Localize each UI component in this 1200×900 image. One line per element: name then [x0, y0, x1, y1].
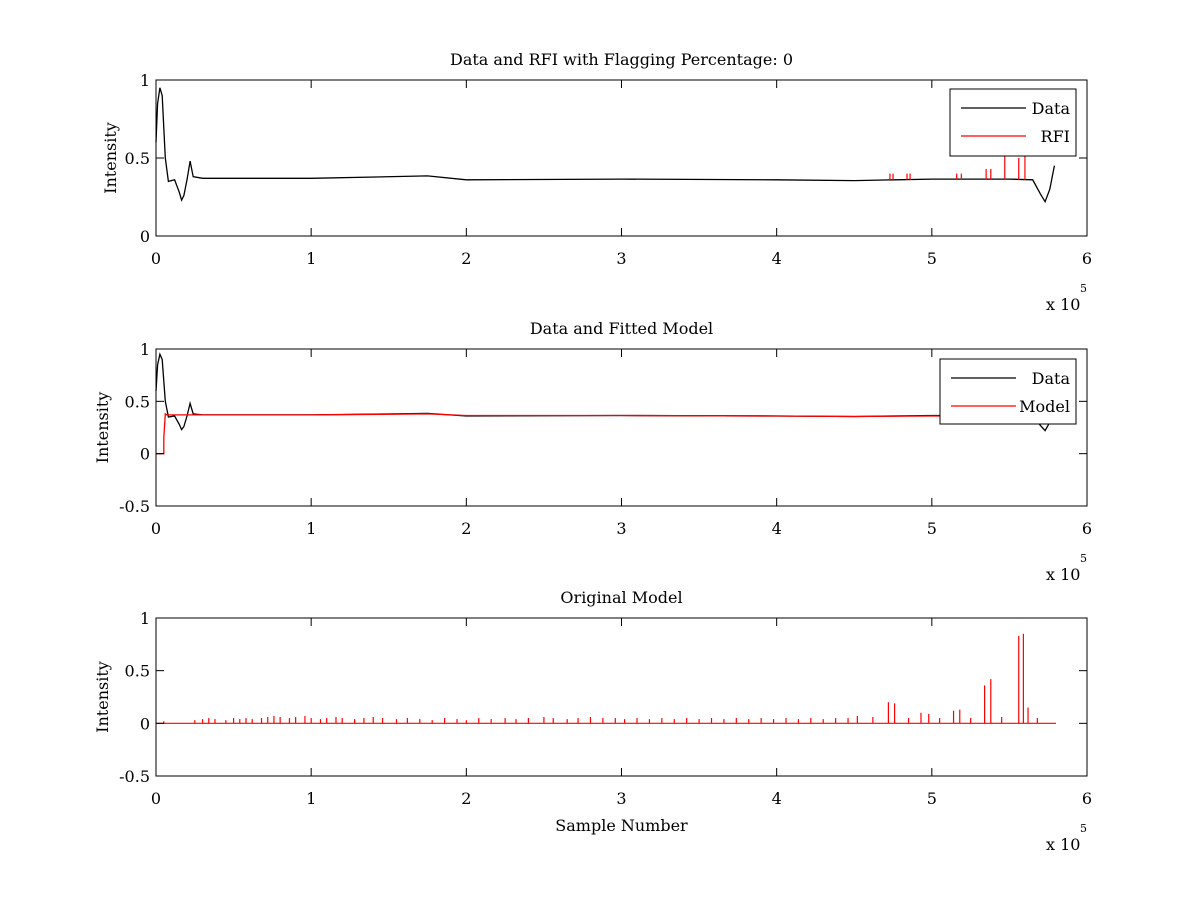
x-tick-label: 4 [772, 789, 782, 808]
legend-box [949, 88, 1077, 157]
x-tick-label: 1 [306, 519, 316, 538]
x-tick-label: 2 [461, 789, 471, 808]
x-tick-label: 1 [306, 249, 316, 268]
y-axis-label: Intensity [101, 122, 120, 194]
chart-title: Data and RFI with Flagging Percentage: 0 [450, 50, 793, 69]
y-tick-label: -0.5 [119, 767, 150, 786]
y-tick-label: 0 [140, 227, 150, 246]
x-axis-label: Sample Number [555, 816, 688, 835]
x-multiplier: x 10 [1046, 295, 1080, 314]
x-tick-label: 0 [151, 249, 161, 268]
x-multiplier-exponent: 5 [1080, 282, 1087, 295]
legend-label-rfi: RFI [1041, 127, 1070, 146]
y-tick-label: 0 [140, 714, 150, 733]
x-tick-label: 5 [927, 789, 937, 808]
legend: Data Model [939, 358, 1077, 425]
x-tick-label: 5 [927, 519, 937, 538]
chart-panel-2: Data and Fitted Model Intensity 0 1 2 3 4 5 6 -0.… [93, 319, 1092, 584]
y-tick-label: 1 [140, 609, 150, 628]
chart-panel-1: Data and RFI with Flagging Percentage: 0… [101, 50, 1092, 314]
legend-box [939, 358, 1077, 425]
x-tick-label: 0 [151, 789, 161, 808]
x-multiplier-exponent: 5 [1080, 552, 1087, 565]
x-multiplier-exponent: 5 [1080, 822, 1087, 835]
legend-label-data: Data [1032, 369, 1071, 388]
chart-panel-3: Original Model Intensity Sample Number 0 1 2 3… [93, 588, 1092, 854]
x-tick-label: 5 [927, 249, 937, 268]
x-multiplier: x 10 [1046, 565, 1080, 584]
chart-title: Original Model [560, 588, 682, 607]
x-tick-label: 0 [151, 519, 161, 538]
y-tick-label: 0.5 [125, 149, 150, 168]
chart-title: Data and Fitted Model [530, 319, 713, 338]
y-tick-label: 1 [140, 340, 150, 359]
x-tick-label: 4 [772, 519, 782, 538]
y-tick-label: 1 [140, 71, 150, 90]
x-tick-label: 3 [616, 789, 626, 808]
x-tick-label: 6 [1082, 789, 1092, 808]
y-tick-label: 0.5 [125, 392, 150, 411]
x-tick-label: 2 [461, 519, 471, 538]
x-tick-label: 6 [1082, 249, 1092, 268]
x-multiplier: x 10 [1046, 835, 1080, 854]
x-tick-label: 4 [772, 249, 782, 268]
legend-label-data: Data [1032, 99, 1071, 118]
x-tick-label: 1 [306, 789, 316, 808]
legend-label-model: Model [1019, 397, 1070, 416]
x-tick-label: 6 [1082, 519, 1092, 538]
y-tick-label: 0 [140, 445, 150, 464]
y-axis-label: Intensity [93, 392, 112, 464]
x-tick-label: 2 [461, 249, 471, 268]
y-tick-label: 0.5 [125, 662, 150, 681]
x-tick-label: 3 [616, 519, 626, 538]
y-tick-label: -0.5 [119, 497, 150, 516]
x-tick-label: 3 [616, 249, 626, 268]
series-line-model [156, 412, 1025, 455]
y-axis-label: Intensity [93, 661, 112, 733]
legend: Data RFI [949, 88, 1077, 157]
